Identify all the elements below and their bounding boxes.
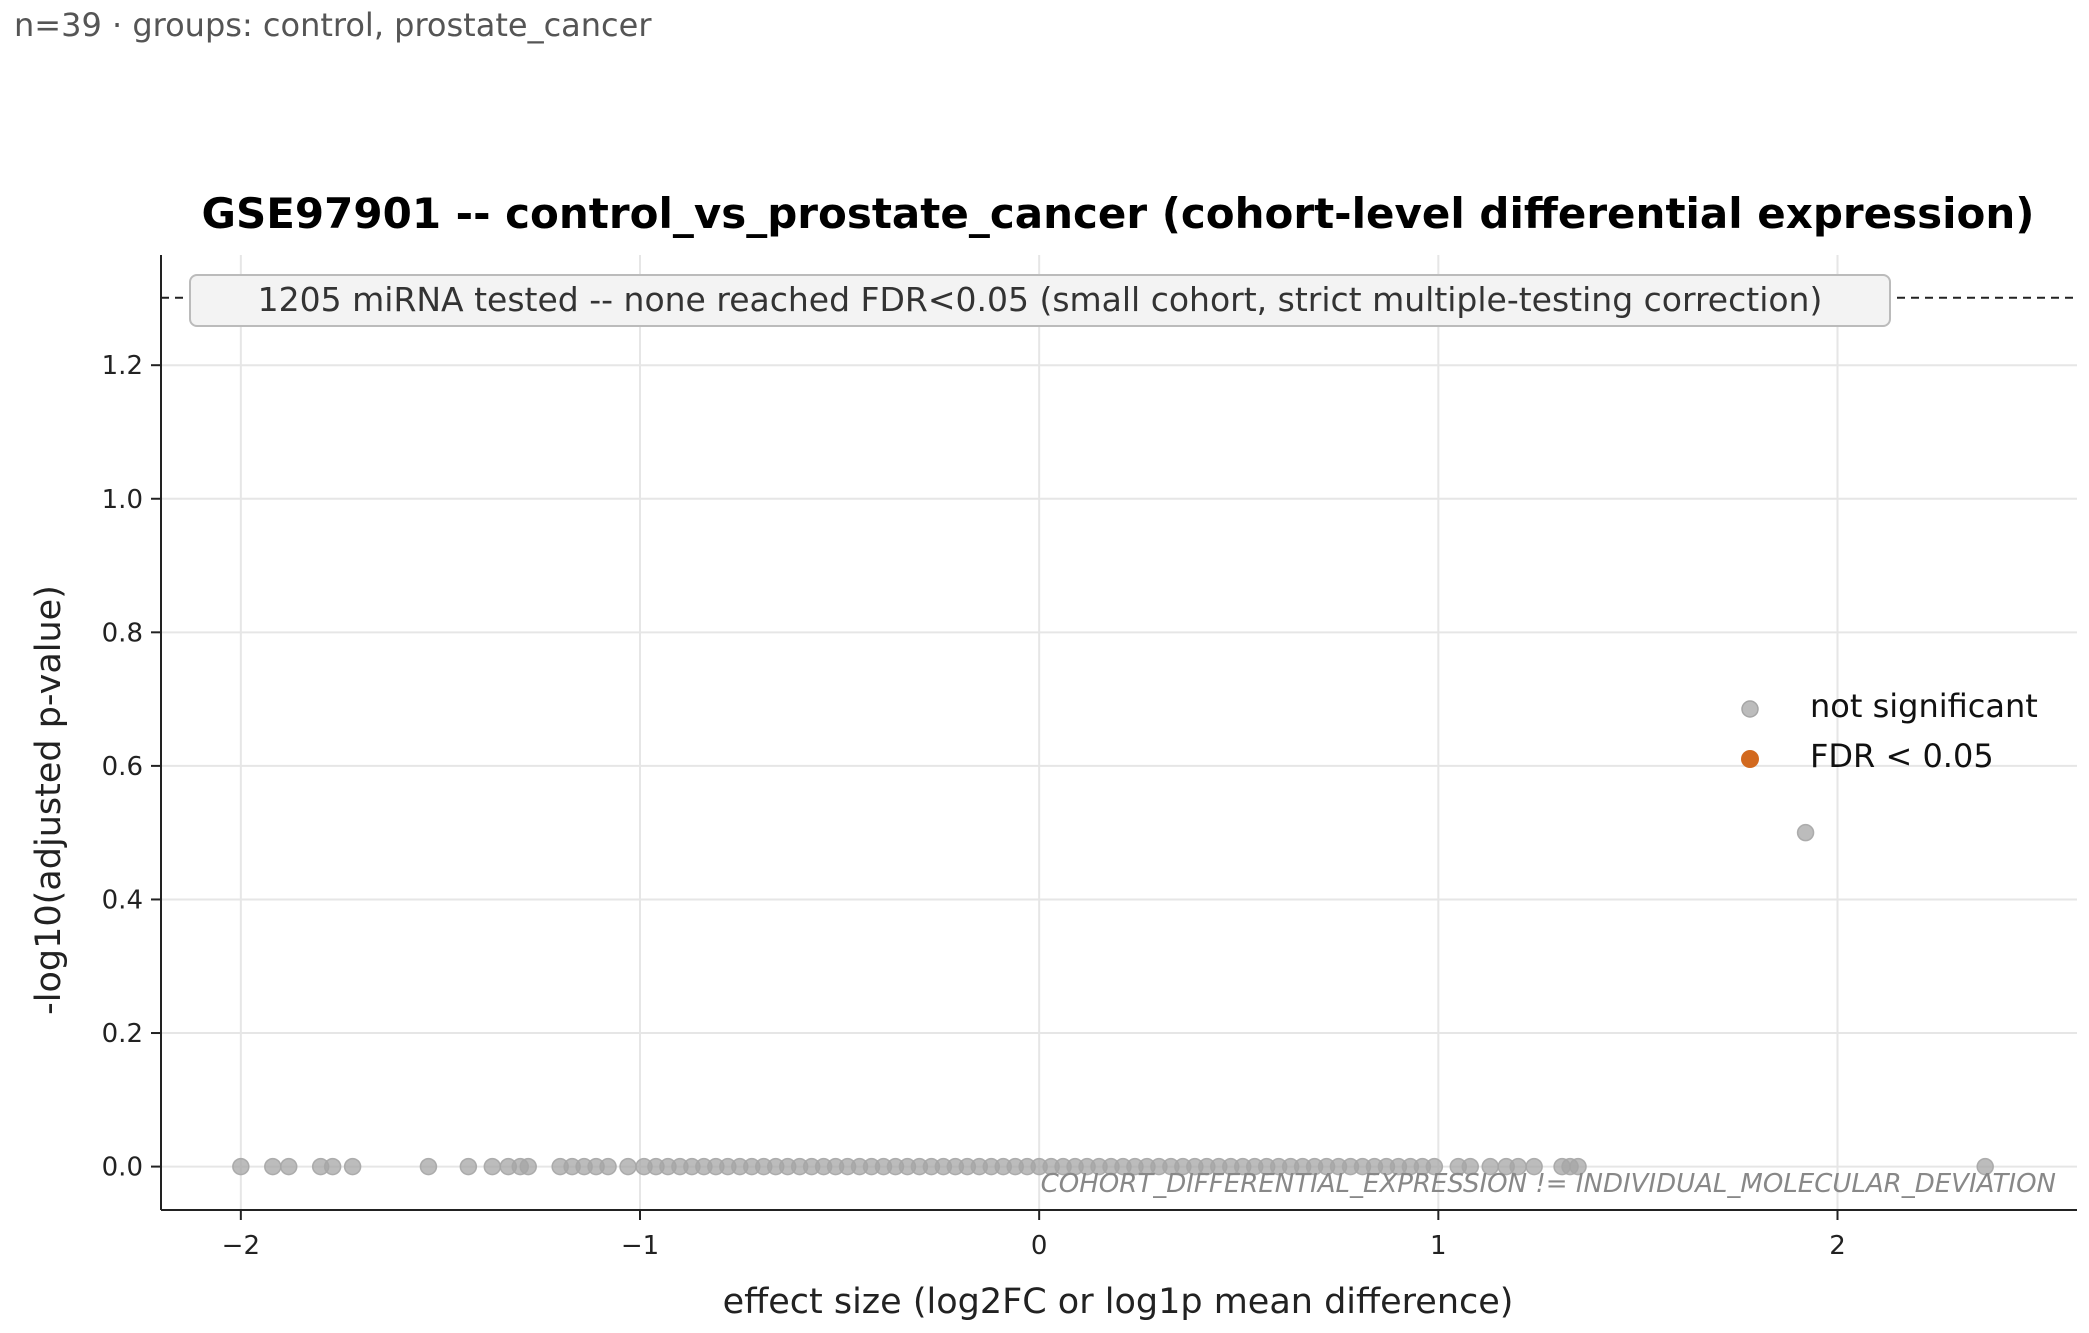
data-point (264, 1157, 282, 1176)
x-tick-label: −2 (222, 1231, 260, 1261)
y-tick-label: 1.0 (102, 485, 143, 515)
data-point (1796, 823, 1815, 842)
data-point (232, 1157, 250, 1176)
data-point (1525, 1157, 1543, 1176)
x-tick-label: 2 (1829, 1231, 1846, 1261)
y-tick-label: 1.2 (102, 351, 143, 381)
chart-title: GSE97901 -- control_vs_prostate_cancer (… (202, 189, 2035, 238)
x-tick-label: 1 (1430, 1231, 1447, 1261)
cohort-caption: n=39 · groups: control, prostate_cancer (14, 6, 652, 44)
y-tick-label: 0.8 (102, 618, 143, 648)
legend-label-not-significant: not significant (1810, 687, 2038, 725)
data-point (599, 1157, 617, 1176)
y-tick-label: 0.2 (102, 1019, 143, 1049)
data-point (1425, 1157, 1444, 1176)
x-axis-ticks: −2 −1 0 1 2 (222, 1210, 1846, 1261)
data-point (1569, 1157, 1587, 1176)
y-tick-label: 0.6 (102, 752, 143, 782)
y-tick-label: 0.4 (102, 885, 143, 915)
watermark-text: COHORT_DIFFERENTIAL_EXPRESSION != INDIVI… (1041, 1169, 2056, 1199)
x-tick-label: 0 (1031, 1231, 1048, 1261)
data-point (619, 1157, 637, 1176)
annotation-box (189, 274, 1891, 327)
legend-marker-fdr-significant (1741, 750, 1759, 768)
axes (160, 255, 2077, 1211)
data-point (323, 1157, 342, 1176)
x-axis-label: effect size (log2FC or log1p mean differ… (723, 1282, 1514, 1322)
data-point (419, 1157, 438, 1176)
data-point (1461, 1157, 1480, 1176)
grid-lines (161, 255, 2077, 1210)
annotation-text: 1205 miRNA tested -- none reached FDR<0.… (258, 280, 1823, 319)
legend: not significant FDR < 0.05 (1741, 687, 2038, 775)
data-point (459, 1157, 478, 1176)
data-point (279, 1157, 298, 1176)
data-point (483, 1157, 502, 1176)
data-points (232, 823, 1994, 1176)
legend-marker-not-significant (1741, 700, 1759, 718)
y-axis-label: -log10(adjusted p-value) (29, 585, 69, 1015)
legend-label-fdr-significant: FDR < 0.05 (1810, 737, 1994, 775)
y-tick-label: 0.0 (102, 1153, 143, 1183)
data-point (1976, 1157, 1994, 1176)
x-tick-label: −1 (621, 1231, 659, 1261)
y-axis-ticks: 0.0 0.2 0.4 0.6 0.8 1.0 1.2 (102, 351, 161, 1183)
data-point (519, 1157, 537, 1176)
data-point (343, 1157, 362, 1176)
